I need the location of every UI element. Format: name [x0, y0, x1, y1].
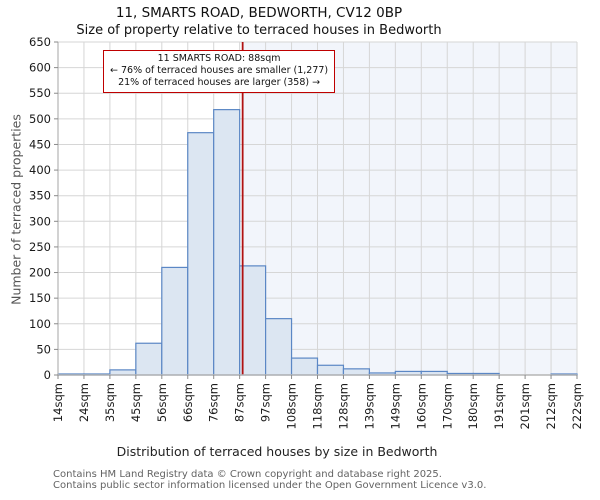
x-axis-title: Distribution of terraced houses by size … [116, 444, 438, 459]
x-tick-label: 149sqm [388, 383, 402, 429]
histogram-bar [187, 132, 215, 376]
x-tick-label: 108sqm [285, 383, 299, 429]
x-tick-label: 97sqm [259, 383, 273, 422]
x-tick-label: 191sqm [492, 383, 506, 429]
histogram-bar [290, 357, 319, 376]
x-tick-label: 212sqm [544, 383, 558, 429]
annotation-larger-stat: 21% of terraced houses are larger (358) … [118, 77, 321, 88]
y-tick-label: 150 [29, 291, 51, 305]
histogram-bar [161, 266, 189, 376]
x-tick-label: 24sqm [77, 383, 91, 422]
chart-subtitle: Size of property relative to terraced ho… [76, 23, 442, 38]
x-tick-label: 180sqm [466, 383, 480, 429]
larger-region-shade [242, 42, 577, 375]
x-tick-label: 45sqm [129, 383, 143, 422]
x-tick-label: 56sqm [155, 383, 169, 422]
histogram-bar [239, 265, 267, 376]
x-tick-label: 118sqm [311, 383, 325, 429]
histogram-bar [342, 368, 371, 376]
x-tick-label: 66sqm [181, 383, 195, 422]
histogram-bar [213, 109, 241, 376]
y-tick-label: 200 [29, 266, 51, 280]
x-tick-label: 139sqm [362, 383, 376, 429]
x-tick-label: 87sqm [233, 383, 247, 422]
x-tick-label: 201sqm [518, 383, 532, 429]
x-tick-label: 14sqm [51, 383, 65, 422]
y-tick-label: 100 [29, 317, 51, 331]
x-tick-label: 160sqm [414, 383, 428, 429]
y-tick-label: 250 [29, 240, 51, 254]
annotation-smaller-stat: ← 76% of terraced houses are smaller (1,… [110, 65, 329, 76]
histogram-bar [135, 342, 163, 376]
histogram-plot: 0 50 100 150 200 250 300 350 400 450 500 550 600 650 1… [29, 35, 584, 429]
x-tick-label: 128sqm [336, 383, 350, 429]
histogram-bar [316, 364, 345, 376]
footer-ogl-licence: Contains public sector information licen… [53, 480, 487, 491]
y-tick-label: 400 [29, 163, 51, 177]
x-tick-label: 222sqm [570, 383, 584, 429]
x-tick-label: 76sqm [207, 383, 221, 422]
attribution-footer: Contains HM Land Registry data © Crown c… [53, 469, 486, 491]
footer-hm-land-registry: Contains HM Land Registry data © Crown c… [53, 469, 442, 480]
y-tick-label: 600 [29, 61, 51, 75]
y-tick-label: 0 [44, 368, 51, 382]
y-tick-label: 550 [29, 86, 51, 100]
annotation-property-size: 11 SMARTS ROAD: 88sqm [157, 53, 281, 64]
y-axis-title: Number of terraced properties [8, 114, 24, 305]
histogram-bar [265, 318, 293, 376]
y-tick-label: 500 [29, 112, 51, 126]
x-tick-label: 170sqm [440, 383, 454, 429]
x-tick-label: 35sqm [103, 383, 117, 422]
y-tick-label: 450 [29, 137, 51, 151]
y-tick-label: 300 [29, 214, 51, 228]
annotation-box: 11 SMARTS ROAD: 88sqm ← 76% of terraced … [103, 50, 336, 93]
y-tick-label: 50 [36, 342, 51, 356]
chart-title: 11, SMARTS ROAD, BEDWORTH, CV12 0BP [115, 5, 403, 21]
y-tick-label: 650 [29, 35, 51, 49]
y-tick-label: 350 [29, 189, 51, 203]
